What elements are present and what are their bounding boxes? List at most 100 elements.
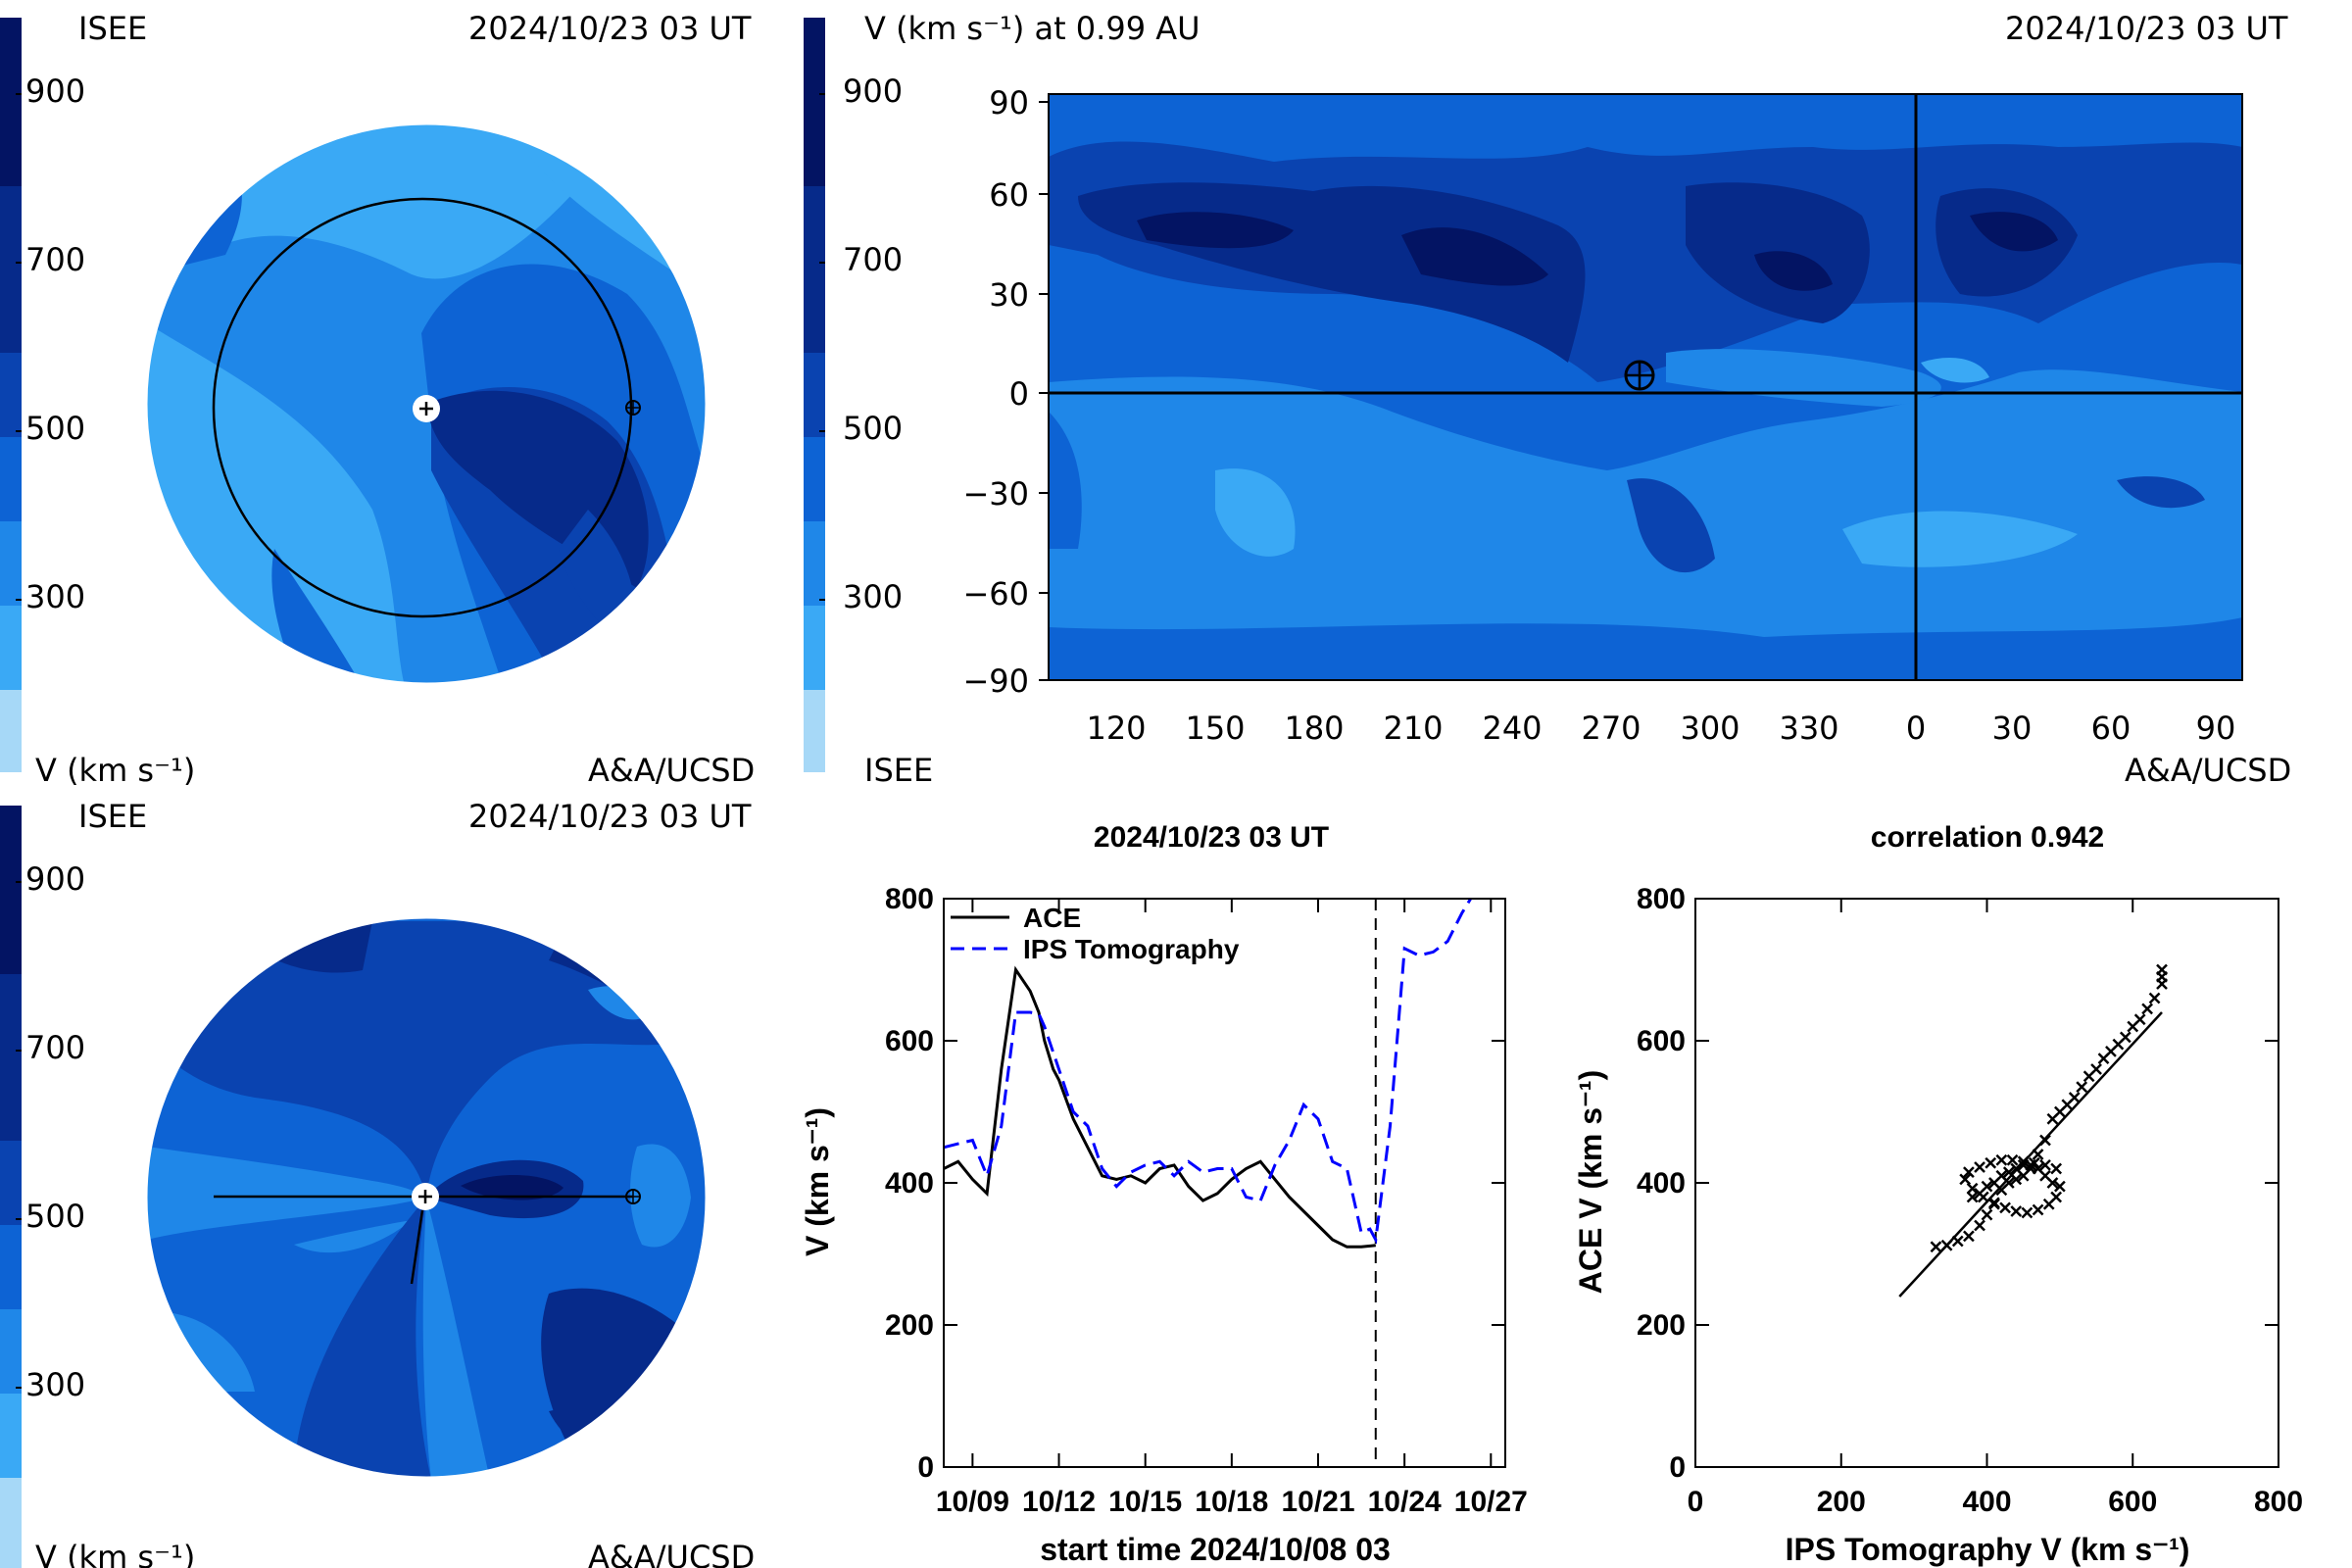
panel-c-timestamp: 2024/10/23 03 UT — [468, 798, 752, 835]
x-tick-label: 0 — [1906, 710, 1926, 747]
ips-tomography-series-line — [944, 899, 1472, 1245]
x-tick-label: 10/18 — [1195, 1486, 1268, 1518]
x-tick-label: 90 — [2196, 710, 2236, 747]
x-tick-label: 150 — [1185, 710, 1245, 747]
x-tick-label: 120 — [1086, 710, 1146, 747]
panel-c-units-label: V (km s⁻¹) — [35, 1539, 195, 1568]
plasma-ray — [410, 1209, 424, 1285]
legend-ace-label: ACE — [1023, 903, 1081, 933]
x-tick-label: 60 — [2091, 710, 2132, 747]
scatter-point — [2148, 992, 2161, 1004]
x-tick-label: 300 — [1680, 710, 1740, 747]
y-axis-label: ACE V (km s⁻¹) — [1573, 1070, 1608, 1294]
chart-title: 2024/10/23 03 UT — [1094, 821, 1329, 854]
sun-icon — [412, 1183, 439, 1210]
colorbar-tick: 900 — [25, 73, 85, 110]
chart-title: correlation 0.942 — [1871, 821, 2104, 854]
x-axis-label: IPS Tomography V (km s⁻¹) — [1786, 1532, 2190, 1567]
scatter-point — [2032, 1149, 2044, 1160]
scatter-plot-area — [1898, 963, 2168, 1298]
y-tick-label: 600 — [885, 1025, 934, 1057]
x-tick-label: 800 — [2254, 1486, 2303, 1518]
scatter-point — [2050, 1162, 2063, 1175]
scatter-point — [1981, 1208, 1993, 1221]
time-series-chart: 2024/10/23 03 UT start time 2024/10/08 0… — [800, 821, 1528, 1567]
y-tick-label: 30 — [989, 276, 1029, 314]
legend-ips-label: IPS Tomography — [1023, 934, 1240, 964]
y-tick-label: 800 — [885, 883, 934, 915]
y-tick-label: −60 — [962, 575, 1029, 612]
x-tick-label: 270 — [1581, 710, 1641, 747]
colorbar-tick: 300 — [843, 578, 903, 615]
time-series-ticks: 10/09 10/12 10/15 10/18 10/21 10/24 10/27 0 200 4… — [885, 883, 1528, 1518]
panel-c-colorbar: 900 700 500 300 — [0, 806, 85, 1568]
panel-b-y-axis: 90 60 30 0 −30 −60 −90 — [962, 84, 1049, 700]
scatter-point — [2133, 1013, 2146, 1026]
y-tick-label: 400 — [1637, 1167, 1686, 1200]
scatter-point — [2002, 1166, 2015, 1179]
scatter-point — [1977, 1191, 1989, 1203]
x-tick-label: 30 — [1992, 710, 2033, 747]
colorbar-tick: 700 — [843, 241, 903, 278]
y-tick-label: 90 — [989, 84, 1029, 122]
x-tick-label: 0 — [1688, 1486, 1704, 1518]
panel-a-units-label: V (km s⁻¹) — [35, 752, 195, 789]
regression-line — [1898, 1011, 2163, 1298]
scatter-point — [2119, 1031, 2132, 1044]
colorbar-tick: 500 — [843, 410, 903, 447]
panel-b-credit: A&A/UCSD — [2125, 752, 2291, 789]
scatter-point — [2156, 978, 2168, 990]
time-series-plot-area — [944, 899, 1472, 1467]
scatter-point — [2042, 1198, 2055, 1210]
ace-series-line — [944, 965, 1376, 1249]
scatter-point — [2032, 1203, 2044, 1216]
x-tick-label: 330 — [1779, 710, 1838, 747]
scatter-point — [1984, 1156, 1997, 1169]
scatter-point — [1988, 1197, 2000, 1209]
scatter-point — [2010, 1205, 2023, 1217]
scatter-point — [1959, 1173, 1972, 1186]
sun-icon — [413, 395, 440, 422]
y-axis-label: V (km s⁻¹) — [800, 1107, 835, 1256]
scatter-point — [2039, 1158, 2051, 1171]
scatter-point — [1963, 1230, 1975, 1243]
scatter-point — [1940, 1239, 1953, 1251]
x-tick-label: 240 — [1482, 710, 1542, 747]
y-tick-label: −30 — [962, 475, 1029, 513]
colorbar-tick: 700 — [25, 241, 85, 278]
x-tick-label: 10/15 — [1108, 1486, 1182, 1518]
scatter-point — [2090, 1063, 2102, 1075]
scatter-point — [2076, 1081, 2088, 1094]
x-tick-label: 600 — [2108, 1486, 2157, 1518]
y-tick-label: 200 — [885, 1309, 934, 1342]
x-tick-label: 10/27 — [1454, 1486, 1528, 1518]
earth-icon — [625, 1189, 641, 1204]
scatter-point — [2006, 1153, 2019, 1166]
x-tick-label: 10/21 — [1281, 1486, 1354, 1518]
x-tick-label: 10/24 — [1368, 1486, 1442, 1518]
panel-b-source-label: ISEE — [864, 752, 933, 789]
colorbar-tick: 900 — [843, 73, 903, 110]
scatter-point — [1963, 1166, 1975, 1179]
panel-b-speed-map — [1049, 94, 2242, 680]
scatter-point — [1966, 1191, 1979, 1203]
colorbar-tick: 300 — [25, 578, 85, 615]
scatter-point — [2021, 1206, 2034, 1219]
scatter-point — [2053, 1180, 2066, 1193]
y-tick-label: 0 — [917, 1451, 934, 1484]
y-tick-label: 60 — [989, 176, 1029, 214]
panel-b-title: V (km s⁻¹) at 0.99 AU — [864, 10, 1200, 47]
panel-b-x-axis: 120 150 180 210 240 270 300 330 0 30 60 … — [1086, 710, 2235, 747]
scatter-point — [1966, 1182, 1979, 1195]
panel-c-meridional-view: 900 700 500 300 ISEE 2024/10/23 03 UT V … — [0, 798, 755, 1568]
scatter-point — [1981, 1180, 1993, 1193]
colorbar-tick: 500 — [25, 410, 85, 447]
x-tick-label: 400 — [1962, 1486, 2011, 1518]
y-tick-label: 600 — [1637, 1025, 1686, 1057]
scatter-point — [2068, 1092, 2081, 1103]
y-tick-label: 0 — [1669, 1451, 1686, 1484]
panel-c-credit: A&A/UCSD — [588, 1539, 755, 1568]
y-tick-label: 200 — [1637, 1309, 1686, 1342]
panel-b-mercator-map: 900 700 500 300 V (km s⁻¹) at 0.99 AU 20… — [804, 10, 2291, 789]
